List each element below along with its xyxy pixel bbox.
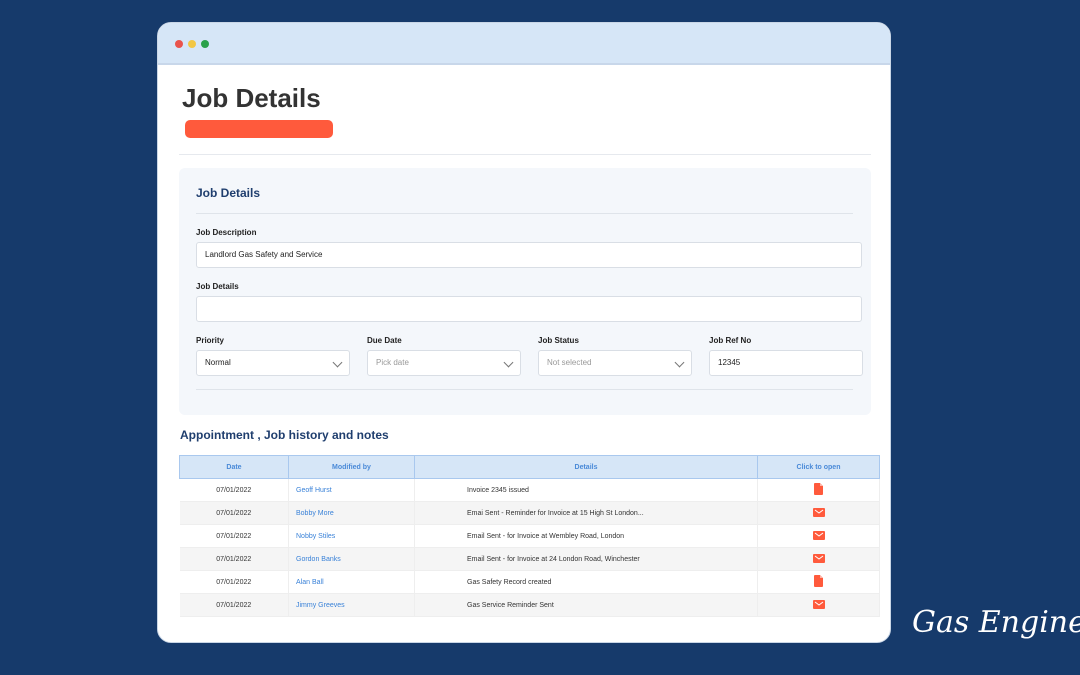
job-details-input[interactable] [196,296,862,322]
row-details: Email Sent - for Invoice at 24 London Ro… [414,547,758,571]
page-title: Job Details [182,83,321,113]
due-date-placeholder: Pick date [376,358,409,367]
job-description-input[interactable]: Landlord Gas Safety and Service [196,242,862,268]
maximize-window-button[interactable] [201,40,209,48]
chevron-down-icon [674,357,685,368]
table-row: 07/01/2022 Bobby More Emai Sent - Remind… [179,501,880,525]
document-icon[interactable] [814,483,823,497]
table-row: 07/01/2022 Jimmy Greeves Gas Service Rem… [179,593,880,617]
table-row: 07/01/2022 Geoff Hurst Invoice 2345 issu… [179,478,880,502]
divider [196,213,853,214]
divider [196,389,853,390]
due-date-label: Due Date [367,336,402,345]
history-section-title: Appointment , Job history and notes [180,428,389,442]
priority-value: Normal [205,358,231,367]
job-details-label: Job Details [196,282,239,291]
history-table: Date Modified by Details Click to open 0… [179,455,880,617]
email-icon[interactable] [812,530,825,542]
chevron-down-icon [332,357,343,368]
job-status-select[interactable]: Not selected [538,350,692,376]
minimize-window-button[interactable] [188,40,196,48]
column-header-click-to-open: Click to open [757,455,880,479]
column-header-details: Details [414,455,758,479]
job-ref-input[interactable]: 12345 [709,350,863,376]
email-icon[interactable] [812,599,825,611]
close-window-button[interactable] [175,40,183,48]
priority-select[interactable]: Normal [196,350,350,376]
row-modified-by-link[interactable]: Geoff Hurst [288,478,415,502]
row-date: 07/01/2022 [179,478,289,502]
row-details: Invoice 2345 issued [414,478,758,502]
row-modified-by-link[interactable]: Gordon Banks [288,547,415,571]
status-bar [185,120,333,138]
title-bar [158,23,890,65]
row-modified-by-link[interactable]: Alan Ball [288,570,415,594]
email-icon[interactable] [812,507,825,519]
table-row: 07/01/2022 Nobby Stiles Email Sent - for… [179,524,880,548]
job-status-label: Job Status [538,336,579,345]
divider [179,154,871,155]
table-row: 07/01/2022 Gordon Banks Email Sent - for… [179,547,880,571]
column-header-date: Date [179,455,289,479]
job-details-panel: Job Details Job Description Landlord Gas… [179,168,871,415]
app-window: Job Details Job Details Job Description … [157,22,891,643]
column-header-modified-by: Modified by [288,455,415,479]
job-description-label: Job Description [196,228,257,237]
job-status-placeholder: Not selected [547,358,592,367]
panel-heading: Job Details [196,186,261,200]
due-date-picker[interactable]: Pick date [367,350,521,376]
row-modified-by-link[interactable]: Bobby More [288,501,415,525]
document-icon[interactable] [814,575,823,589]
row-details: Gas Service Reminder Sent [414,593,758,617]
job-ref-label: Job Ref No [709,336,752,345]
row-date: 07/01/2022 [179,570,289,594]
row-details: Email Sent - for Invoice at Wembley Road… [414,524,758,548]
chevron-down-icon [503,357,514,368]
row-date: 07/01/2022 [179,547,289,571]
row-modified-by-link[interactable]: Jimmy Greeves [288,593,415,617]
email-icon[interactable] [812,553,825,565]
row-details: Emai Sent - Reminder for Invoice at 15 H… [414,501,758,525]
row-details: Gas Safety Record created [414,570,758,594]
row-modified-by-link[interactable]: Nobby Stiles [288,524,415,548]
brand-signature-logo: Gas Engineer [912,605,1080,640]
priority-label: Priority [196,336,225,345]
row-date: 07/01/2022 [179,524,289,548]
table-row: 07/01/2022 Alan Ball Gas Safety Record c… [179,570,880,594]
row-date: 07/01/2022 [179,501,289,525]
row-date: 07/01/2022 [179,593,289,617]
